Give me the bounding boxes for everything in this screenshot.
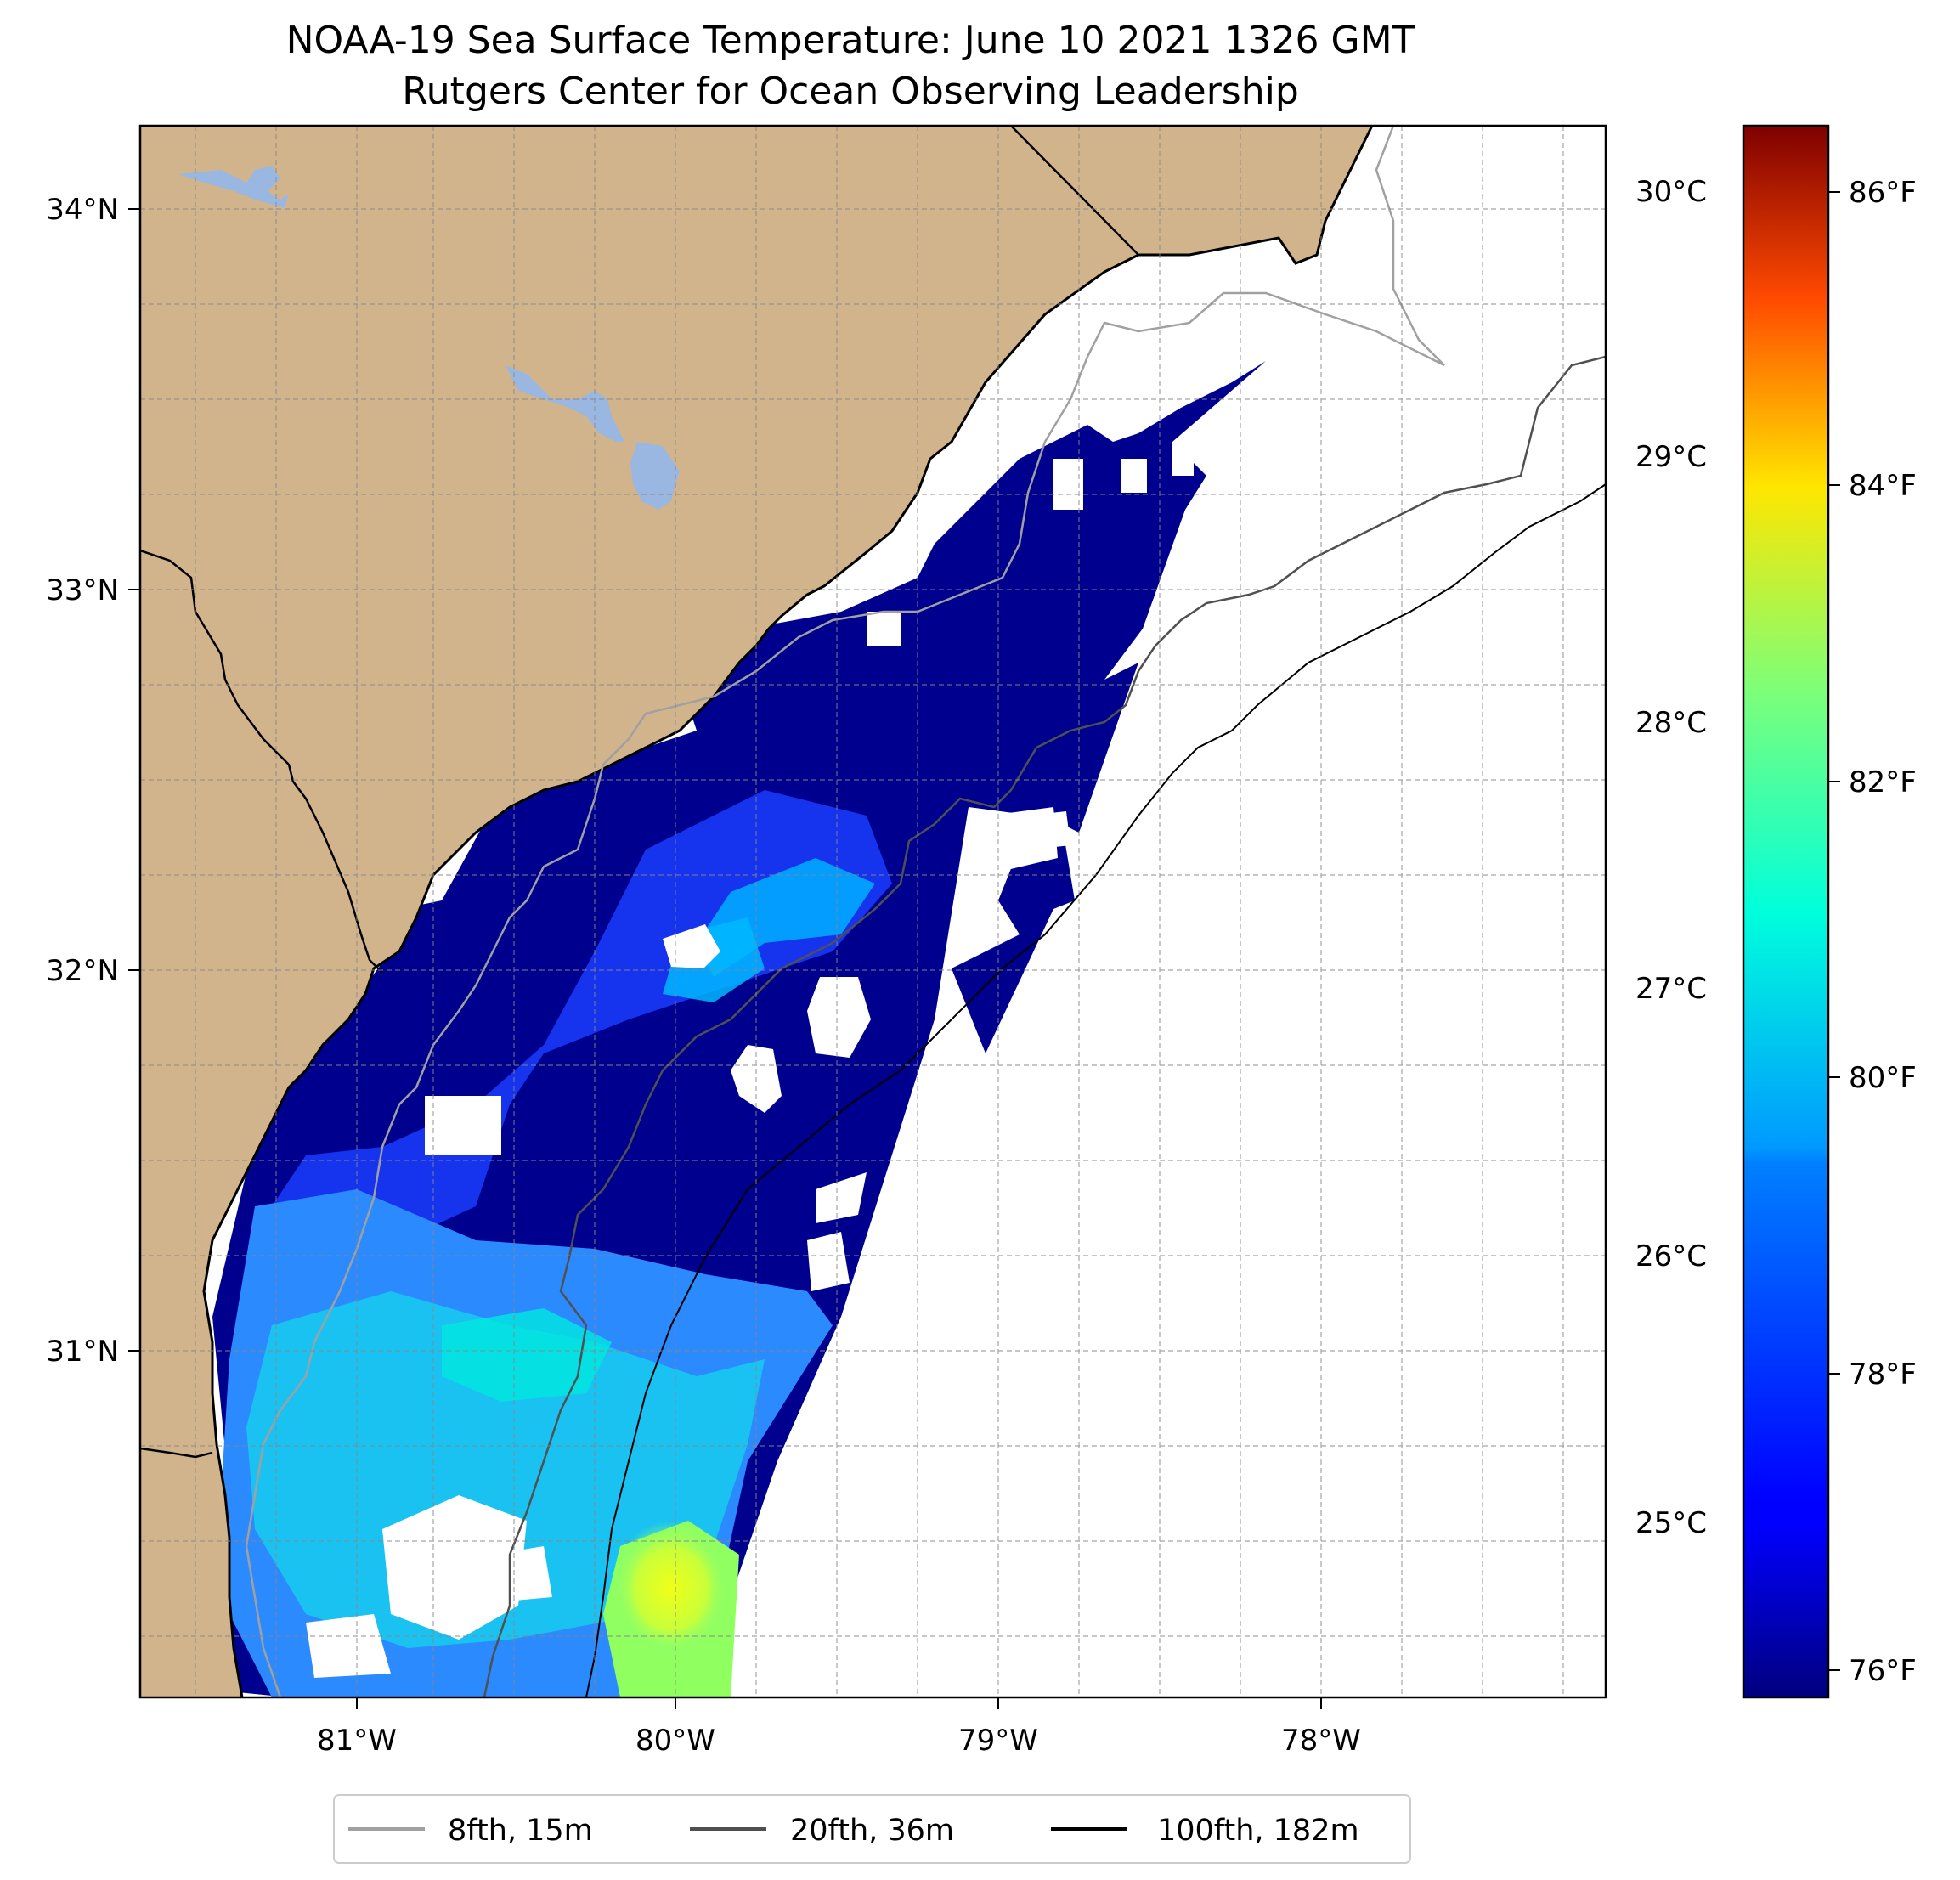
fahrenheit-label-80: 80°F [1849,1061,1917,1095]
lat-axis [128,208,140,1352]
fahrenheit-label-86: 86°F [1849,176,1917,210]
map-title-line1: NOAA-19 Sea Surface Temperature: June 10… [286,19,1415,62]
land-coastline [202,126,1374,1697]
lat-label-33n: 33°N [46,573,119,607]
celsius-label-27: 27°C [1635,972,1707,1006]
map-frame [138,124,1607,1699]
map-gridlines [140,126,1606,1697]
sc-ga-border [140,549,383,974]
lake-marion [506,365,624,442]
celsius-label-29: 29°C [1635,440,1707,474]
celsius-label-30: 30°C [1635,175,1707,209]
lon-label-81w: 81°W [317,1724,397,1758]
celsius-label-25: 25°C [1635,1506,1707,1540]
lon-axis [356,1697,1322,1709]
fahrenheit-label-76: 76°F [1849,1654,1917,1688]
contour-20fth [483,355,1606,1697]
colorbar [1742,124,1830,1699]
legend-label-100fth: 100fth, 182m [1157,1814,1359,1848]
fahrenheit-label-84: 84°F [1849,469,1917,503]
lat-label-31n: 31°N [46,1335,119,1369]
legend-box [333,1794,1411,1864]
fahrenheit-axis [1828,191,1840,1671]
contour-8fth [245,126,1445,1697]
legend-label-20fth: 20fth, 36m [790,1814,954,1848]
contour-legend: 8fth, 15m 20fth, 36m 100fth, 182m [333,1794,1411,1864]
lake-north [178,166,289,208]
contour-100fth [585,483,1606,1697]
celsius-label-28: 28°C [1635,706,1707,740]
sst-swath [212,361,1266,1697]
lon-label-80w: 80°W [635,1724,715,1758]
ga-fl-border [140,1447,213,1459]
nc-sc-border [1010,126,1139,256]
map-title-line2: Rutgers Center for Ocean Observing Leade… [402,70,1299,113]
land-mass [140,126,1372,1697]
lake-moultrie [630,442,680,510]
lon-label-78w: 78°W [1281,1724,1361,1758]
fahrenheit-label-82: 82°F [1849,765,1917,799]
lon-label-79w: 79°W [958,1724,1038,1758]
lat-label-32n: 32°N [46,954,119,988]
map-panel [140,126,1606,1697]
celsius-label-26: 26°C [1635,1239,1707,1273]
lat-label-34n: 34°N [46,193,119,227]
fahrenheit-label-78: 78°F [1849,1358,1917,1392]
legend-label-8fth: 8fth, 15m [448,1814,593,1848]
